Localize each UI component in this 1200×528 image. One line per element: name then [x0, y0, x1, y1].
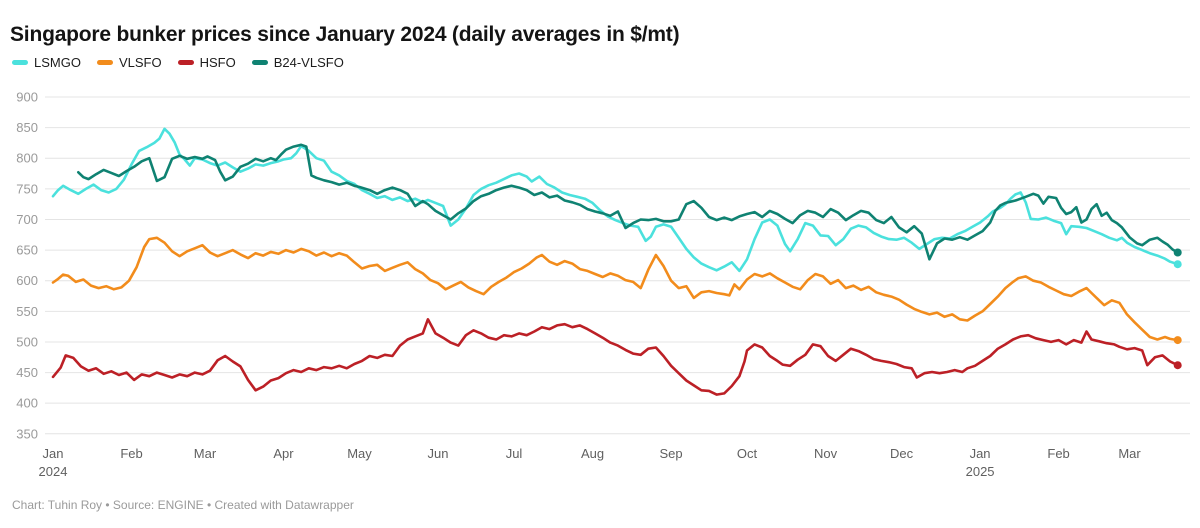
legend-label-vlsfo: VLSFO — [118, 55, 162, 70]
x-tick-label-feb: Feb — [1047, 446, 1069, 461]
x-tick-label-mar: Mar — [1118, 446, 1141, 461]
legend-item-vlsfo: VLSFO — [96, 55, 162, 70]
y-tick-label-850: 850 — [16, 120, 38, 135]
legend-item-b24-vlsfo: B24-VLSFO — [251, 55, 344, 70]
x-tick-year-2025: 2025 — [966, 464, 995, 479]
series-line-vlsfo[interactable] — [51, 236, 1179, 342]
legend: LSMGO VLSFO HSFO B24-VLSFO — [12, 55, 344, 70]
legend-swatch-vlsfo — [96, 60, 113, 65]
x-tick-label-jul: Jul — [506, 446, 523, 461]
x-tick-label-mar: Mar — [194, 446, 217, 461]
x-tick-label-aug: Aug — [581, 446, 604, 461]
x-tick-label-jun: Jun — [428, 446, 449, 461]
y-tick-label-400: 400 — [16, 396, 38, 411]
series-end-dot-hsfo — [1173, 361, 1182, 370]
series-end-dot-lsmgo — [1173, 260, 1182, 269]
legend-label-hsfo: HSFO — [199, 55, 236, 70]
x-tick-label-sep: Sep — [659, 446, 682, 461]
x-tick-label-apr: Apr — [273, 446, 294, 461]
x-tick-label-may: May — [347, 446, 372, 461]
series-line-lsmgo[interactable] — [51, 127, 1179, 273]
y-tick-label-800: 800 — [16, 151, 38, 166]
x-tick-label-oct: Oct — [737, 446, 758, 461]
legend-item-lsmgo: LSMGO — [12, 55, 81, 70]
legend-swatch-hsfo — [177, 60, 194, 65]
y-tick-label-550: 550 — [16, 304, 38, 319]
y-tick-label-350: 350 — [16, 426, 38, 441]
y-tick-label-700: 700 — [16, 212, 38, 227]
page-title: Singapore bunker prices since January 20… — [10, 23, 680, 47]
y-tick-label-450: 450 — [16, 365, 38, 380]
y-tick-label-750: 750 — [16, 181, 38, 196]
y-tick-label-500: 500 — [16, 334, 38, 349]
y-tick-label-600: 600 — [16, 273, 38, 288]
x-tick-year-2024: 2024 — [39, 464, 68, 479]
series-line-hsfo[interactable] — [51, 318, 1179, 396]
x-tick-label-feb: Feb — [120, 446, 142, 461]
chart-attribution: Chart: Tuhin Roy • Source: ENGINE • Crea… — [12, 498, 354, 512]
legend-label-b24-vlsfo: B24-VLSFO — [273, 55, 344, 70]
series-end-dot-b24-vlsfo — [1173, 248, 1182, 257]
legend-swatch-lsmgo — [12, 60, 28, 65]
legend-item-hsfo: HSFO — [177, 55, 236, 70]
series-line-b24-vlsfo[interactable] — [77, 143, 1179, 261]
legend-label-lsmgo: LSMGO — [34, 55, 81, 70]
series-end-dot-vlsfo — [1173, 336, 1182, 345]
legend-swatch-b24-vlsfo — [251, 60, 268, 65]
y-tick-label-650: 650 — [16, 243, 38, 258]
x-tick-label-dec: Dec — [890, 446, 914, 461]
y-tick-label-900: 900 — [16, 90, 38, 105]
x-tick-label-nov: Nov — [814, 446, 838, 461]
x-tick-label-jan-2024: Jan — [43, 446, 64, 461]
x-tick-label-jan-2025: Jan — [970, 446, 991, 461]
